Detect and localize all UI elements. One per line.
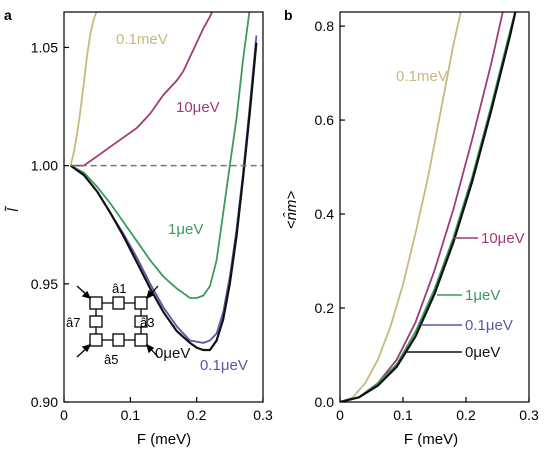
panel-b-y-tick-label: 0.4 [315, 206, 335, 222]
panel-a-annotation-0uev: 0μeV [155, 345, 190, 362]
panel-b-series-line-4 [340, 12, 517, 402]
lattice-label-a3: â3 [140, 315, 154, 330]
panel-b-x-axis-title: F (meV) [404, 431, 458, 448]
panel-a-x-tick-label: 0.1 [121, 407, 141, 423]
panel-b-series-line-2 [340, 12, 517, 402]
panel-a-y-tick-label: 1.05 [31, 39, 58, 55]
panel-a-series-group [69, 12, 258, 352]
panel-b-annotation-0p1uev: 0.1μeV [465, 317, 513, 334]
lattice-label-a7: â7 [66, 315, 80, 330]
panel-a-axes: 0 0.1 0.2 0.3 0.90 0.95 1.00 1.05 [31, 39, 273, 423]
panel-b-y-tick-label: 0.6 [315, 112, 335, 128]
panel-b-frame [339, 11, 530, 403]
panel-b-y-axis-title: <n̂m> [283, 191, 300, 230]
lattice-label-a5: â5 [104, 352, 118, 367]
panel-a-series-line-1 [70, 12, 214, 167]
panel-letter-a: a [4, 7, 12, 23]
panel-a-x-tick-label: 0.3 [253, 407, 273, 423]
panel-b-y-tick-label: 0.8 [315, 18, 335, 34]
panel-a-series-line-4 [69, 42, 258, 352]
panel-b-y-tick-label: 0.2 [315, 300, 335, 316]
panel-b-x-tick-label: 0.1 [393, 407, 413, 423]
panel-b-annotation-0p1mev: 0.1meV [396, 68, 448, 85]
panel-b-plot: 0 0.1 0.2 0.30.00.20.40.60.8 F (meV) <n̂m> … [283, 11, 539, 448]
panel-a-x-axis-title: F (meV) [137, 431, 191, 448]
panel-a-x-tick-label: 0.2 [187, 407, 207, 423]
panel-a-annotation-10uev: 10μeV [176, 99, 220, 116]
panel-b-annotation-0uev: 0μeV [465, 344, 500, 361]
panel-b-annotation-1uev: 1μeV [465, 287, 500, 304]
panel-b-x-tick-label: 0.3 [519, 407, 539, 423]
lattice-label-a1: â1 [112, 281, 126, 296]
panel-a-plot: 0 0.1 0.2 0.3 0.90 0.95 1.00 1.05 F (meV) l̃ 0.… [5, 11, 273, 448]
panel-a-series-line-0 [69, 12, 98, 166]
panel-a-y-tick-label: 0.90 [31, 394, 58, 410]
panel-a-x-tick-label: 0 [60, 407, 68, 423]
panel-b-series-line-1 [340, 12, 504, 402]
panel-b-series-line-0 [340, 12, 462, 402]
panel-a-y-axis-title: l̃ [5, 205, 22, 212]
panel-a-annotation-1uev: 1μeV [168, 221, 203, 238]
panel-b-x-tick-label: 0 [336, 407, 344, 423]
panel-b-y-tick-label: 0.0 [315, 394, 335, 410]
panel-a-series-line-2 [70, 12, 251, 299]
panel-b-axes: 0 0.1 0.2 0.3 0.0 0.2 0.4 0.6 0.8 [315, 18, 539, 423]
panel-a-annotation-0p1mev: 0.1meV [116, 31, 168, 48]
lattice-inset-arrows [76, 285, 159, 358]
panel-a-annotation-0p1uev: 0.1μeV [200, 357, 248, 374]
panel-b-annotation-10uev: 10μeV [481, 230, 525, 247]
panel-a-y-tick-label: 0.95 [31, 276, 58, 292]
panel-b-series-group [340, 12, 517, 402]
panel-letter-b: b [284, 7, 293, 23]
panel-a-y-tick-label: 1.00 [31, 158, 58, 174]
lattice-inset-diagram [89, 296, 148, 347]
panel-a-frame [63, 11, 264, 403]
panel-b-x-tick-label: 0.2 [456, 407, 476, 423]
